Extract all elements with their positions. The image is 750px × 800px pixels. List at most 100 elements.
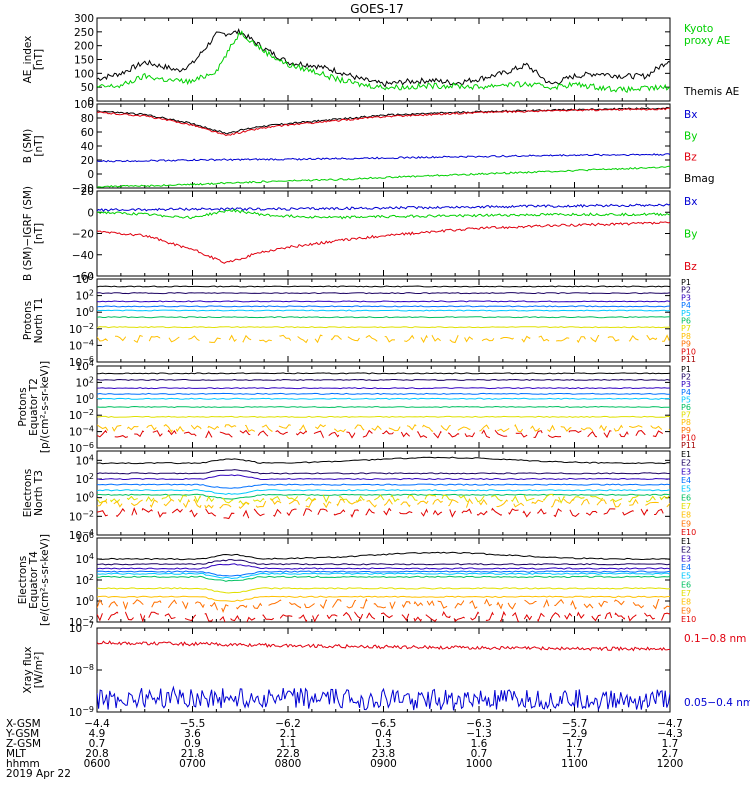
plot-area [97, 640, 670, 712]
y-tick-label: 104 [76, 552, 94, 566]
legend-e2: E2 [681, 546, 691, 555]
ephemeris-value: 1.7 [662, 738, 679, 750]
y-tick-label: 102 [76, 289, 94, 303]
series-e8 [97, 595, 670, 602]
y-tick-label: 100 [74, 99, 94, 111]
legend-label: By [684, 130, 697, 142]
legend-e6: E6 [681, 580, 691, 589]
legend-label: Bz [684, 261, 697, 273]
panel-bsm: 100 80 60 40 20 0 −20 B (SM) [nT] Bx By Bz Bmag [22, 99, 715, 195]
y-tick-label: 102 [76, 472, 94, 486]
series-p2 [97, 378, 670, 381]
y-axis-title: [e/(cm²-s-sr-keV)] [39, 534, 51, 626]
y-tick-label: 0 [87, 169, 94, 181]
ephemeris-value: −4.4 [84, 718, 110, 730]
legend-e4: E4 [681, 476, 691, 485]
y-tick-label: 60 [81, 127, 94, 139]
y-tick-label: 104 [76, 453, 94, 467]
series-p10 [97, 429, 670, 439]
y-tick-label: −20 [72, 229, 94, 241]
y-axis-title: B (SM) [22, 129, 34, 163]
ephemeris-value: 0.7 [471, 748, 488, 760]
series-p2 [97, 292, 670, 295]
series-bmag [97, 106, 670, 135]
legend-e8: E8 [681, 598, 691, 607]
legend-p8: P8 [681, 332, 691, 341]
y-tick-label: 0 [87, 96, 94, 108]
ephemeris-value: 0800 [275, 758, 302, 770]
series-p7 [97, 326, 670, 329]
y-tick-label: 80 [81, 113, 94, 125]
series-bz [97, 221, 670, 264]
ephemeris-value: 2.7 [662, 748, 679, 760]
y-tick-label: 250 [74, 27, 94, 39]
legend-e9: E9 [681, 606, 691, 615]
series-p1 [97, 285, 670, 288]
series-p5 [97, 397, 670, 400]
y-axis-title: Protons [17, 387, 29, 426]
series-kyoto-proxy-ae [97, 30, 670, 94]
ephemeris-value: −4.7 [657, 718, 683, 730]
series-e5 [97, 489, 670, 495]
legend-p8: P8 [681, 418, 691, 427]
panel-pt1: 104 102 100 10−2 10−4 10−6 Protons North T1 P1P2… [22, 272, 696, 369]
y-tick-label: 10−4 [69, 528, 94, 542]
ephemeris-label: MLT [6, 748, 26, 760]
ephemeris-label: Y-GSM [5, 728, 39, 740]
legend-label: proxy AE [684, 35, 730, 47]
ephemeris-value: 1.7 [566, 748, 583, 760]
panel-frame [96, 190, 671, 277]
legend-p6: P6 [681, 403, 691, 412]
legend-label: Themis AE [683, 86, 739, 98]
legend-p4: P4 [681, 388, 691, 397]
series-e3 [97, 474, 670, 481]
y-tick-label: −20 [72, 183, 94, 195]
series-bx [97, 203, 670, 213]
series-p6 [97, 316, 670, 319]
plot-area [97, 106, 670, 188]
y-axis-title: Equator T2 [28, 378, 40, 436]
legend-e4: E4 [681, 563, 691, 572]
ephemeris-value: −5.7 [562, 718, 588, 730]
series-p5 [97, 309, 670, 312]
panel-et4: 106 104 102 100 10−2 Electrons Equator T4 [e/(c… [17, 531, 696, 629]
y-tick-label: 10−4 [69, 425, 94, 439]
ephemeris-value: 20.8 [85, 748, 108, 760]
y-tick-label: 100 [74, 68, 94, 80]
legend-e2: E2 [681, 459, 691, 468]
panel-frame [96, 278, 671, 363]
legend-e5: E5 [681, 485, 691, 494]
legend-e9: E9 [681, 519, 691, 528]
series-e6 [97, 575, 670, 582]
y-axis-title: [p/(cm²-s-sr-keV)] [39, 361, 51, 453]
series-p1 [97, 372, 670, 375]
ephemeris-value: 1.1 [280, 738, 297, 750]
series-e8 [97, 498, 670, 510]
series-e1 [97, 551, 670, 561]
legend-e1: E1 [681, 537, 691, 546]
series-p3 [97, 387, 670, 390]
y-tick-label: −40 [72, 250, 94, 262]
plot-area [97, 203, 670, 264]
legend-e1: E1 [681, 450, 691, 459]
series-e7 [97, 493, 670, 506]
plot-area [97, 551, 670, 622]
legend-p5: P5 [681, 309, 691, 318]
legend-p11: P11 [681, 355, 696, 364]
ephemeris-value: 0900 [370, 758, 397, 770]
y-axis-title: [nT] [33, 49, 45, 70]
y-tick-label: 10−2 [69, 509, 94, 523]
y-tick-label: 10−9 [69, 705, 94, 719]
y-tick-label: 10−4 [69, 338, 94, 352]
ephemeris-label: X-GSM [6, 718, 41, 730]
ephemeris-value: 2.1 [280, 728, 297, 740]
y-tick-label: 100 [76, 491, 94, 505]
y-tick-label: 106 [76, 531, 94, 545]
plot-area [97, 372, 670, 439]
legend-e10: E10 [681, 528, 696, 537]
y-tick-label: 10−6 [69, 355, 94, 369]
legend-p3: P3 [681, 380, 691, 389]
y-axis-title: Xray flux [22, 647, 34, 694]
y-axis-title: North T1 [33, 298, 45, 344]
